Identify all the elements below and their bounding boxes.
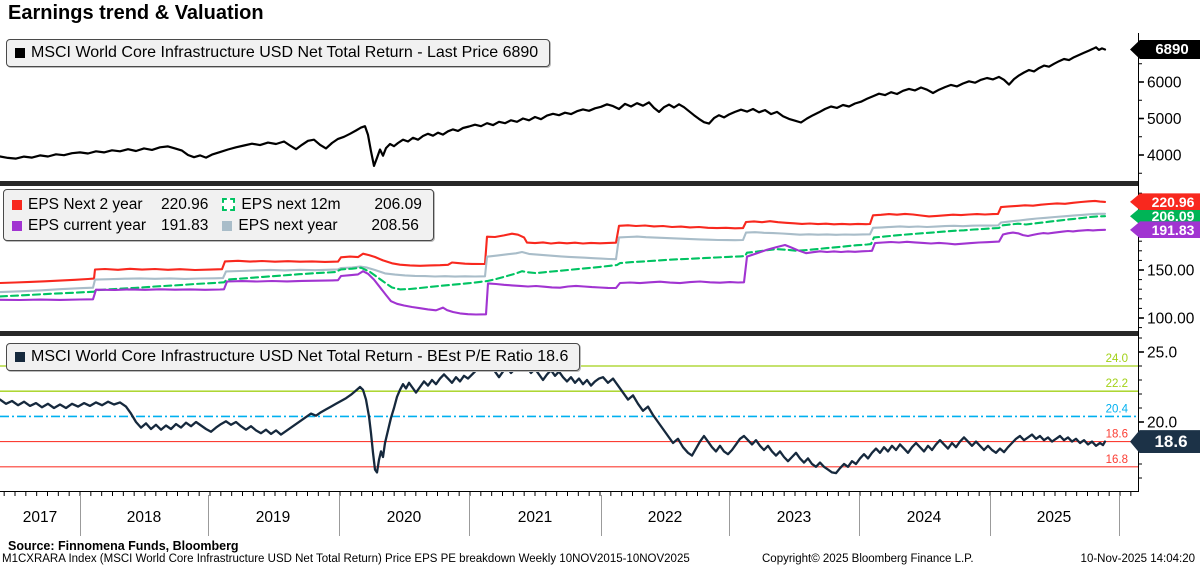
series-label: EPS Next 2 year <box>28 196 143 213</box>
price-legend-label: MSCI World Core Infrastructure USD Net T… <box>31 44 539 61</box>
series-swatch <box>12 220 22 231</box>
year-separator <box>729 495 730 536</box>
threshold-label-22.2: 22.2 <box>1106 378 1128 390</box>
y-tick-label: 6000 <box>1147 75 1182 92</box>
series-eps-next-year <box>0 212 1107 294</box>
year-separator <box>80 495 81 536</box>
threshold-label-20.4: 20.4 <box>1106 403 1129 415</box>
panel-separator <box>0 181 1139 186</box>
axis-price-badge: 220.96 <box>1130 193 1200 211</box>
copyright-note: Copyright© 2025 Bloomberg Finance L.P. <box>762 552 974 565</box>
series-last-price <box>0 46 1107 167</box>
year-separator <box>1119 495 1120 536</box>
series-label: EPS next year <box>238 217 338 234</box>
pe-legend-label: MSCI World Core Infrastructure USD Net T… <box>31 348 569 365</box>
threshold-label-16.8: 16.8 <box>1106 454 1128 466</box>
year-separator <box>601 495 602 536</box>
pe-legend[interactable]: MSCI World Core Infrastructure USD Net T… <box>6 343 581 371</box>
source-note: Source: Finnomena Funds, Bloomberg <box>8 539 239 553</box>
axis-price-badge: 18.6 <box>1130 430 1200 454</box>
y-tick-label: 5000 <box>1147 111 1182 128</box>
pe-ratio-plot[interactable]: 24.022.220.418.616.825.020.0 <box>0 336 1200 491</box>
year-label-2018: 2018 <box>126 509 162 526</box>
year-label-2017: 2017 <box>22 509 58 526</box>
timestamp: 10-Nov-2025 14:04:20 <box>1080 552 1195 565</box>
y-tick-label: 25.0 <box>1147 345 1178 362</box>
eps-legend[interactable]: EPS Next 2 year 220.96 EPS current year 191… <box>3 189 434 241</box>
y-tick-label: 150.00 <box>1147 263 1195 280</box>
threshold-label-24.0: 24.0 <box>1106 353 1128 365</box>
year-label-2023: 2023 <box>776 509 812 526</box>
year-label-2022: 2022 <box>647 509 683 526</box>
series-eps-current-year <box>0 228 1107 316</box>
series-value: 208.56 <box>371 217 419 234</box>
year-label-2021: 2021 <box>517 509 553 526</box>
eps-legend-item[interactable]: EPS next year 208.56 <box>222 215 421 236</box>
series-eps-next-2-year <box>0 199 1107 285</box>
series-value: 220.96 <box>161 196 209 213</box>
y-tick-label: 100.00 <box>1147 311 1195 328</box>
series-swatch <box>222 220 233 231</box>
y-tick-label: 4000 <box>1147 148 1182 165</box>
price-plot[interactable]: 6000 5000 4000 <box>0 33 1200 181</box>
eps-legend-item[interactable]: EPS next 12m 206.09 <box>222 194 422 215</box>
page-title: Earnings trend & Valuation <box>8 2 264 24</box>
year-separator <box>990 495 991 536</box>
year-label-2019: 2019 <box>255 509 291 526</box>
series-best-p-e-ratio <box>0 360 1107 475</box>
series-eps-next-12m <box>0 215 1107 298</box>
time-axis: 2017 2018 2019 2020 2021 2022 2023 2024 2025 <box>0 491 1139 539</box>
year-separator <box>859 495 860 536</box>
series-swatch <box>222 198 236 211</box>
price-series-swatch <box>15 48 25 58</box>
year-separator <box>208 495 209 536</box>
year-label-2020: 2020 <box>386 509 422 526</box>
pe-series-swatch <box>15 352 25 362</box>
year-separator <box>339 495 340 536</box>
threshold-label-18.6: 18.6 <box>1106 429 1128 441</box>
series-value: 206.09 <box>374 196 422 213</box>
axis-price-badge: 206.09 <box>1130 207 1200 225</box>
right-axis-line <box>1138 33 1139 491</box>
year-label-2025: 2025 <box>1036 509 1072 526</box>
series-value: 191.83 <box>161 217 209 234</box>
year-label-2024: 2024 <box>906 509 942 526</box>
panel-separator <box>0 331 1139 336</box>
eps-legend-item[interactable]: EPS Next 2 year 220.96 <box>12 194 208 215</box>
ticker-description: M1CXRARA Index (MSCI World Core Infrastr… <box>2 552 690 565</box>
axis-price-badge: 6890 <box>1130 40 1200 59</box>
series-label: EPS current year <box>28 217 147 234</box>
year-separator <box>469 495 470 536</box>
series-swatch <box>12 199 22 210</box>
axis-price-badge: 191.83 <box>1130 221 1200 239</box>
y-tick-label: 20.0 <box>1147 415 1178 432</box>
series-label: EPS next 12m <box>241 196 341 213</box>
price-legend[interactable]: MSCI World Core Infrastructure USD Net T… <box>6 39 551 67</box>
eps-legend-item[interactable]: EPS current year 191.83 <box>12 215 208 236</box>
